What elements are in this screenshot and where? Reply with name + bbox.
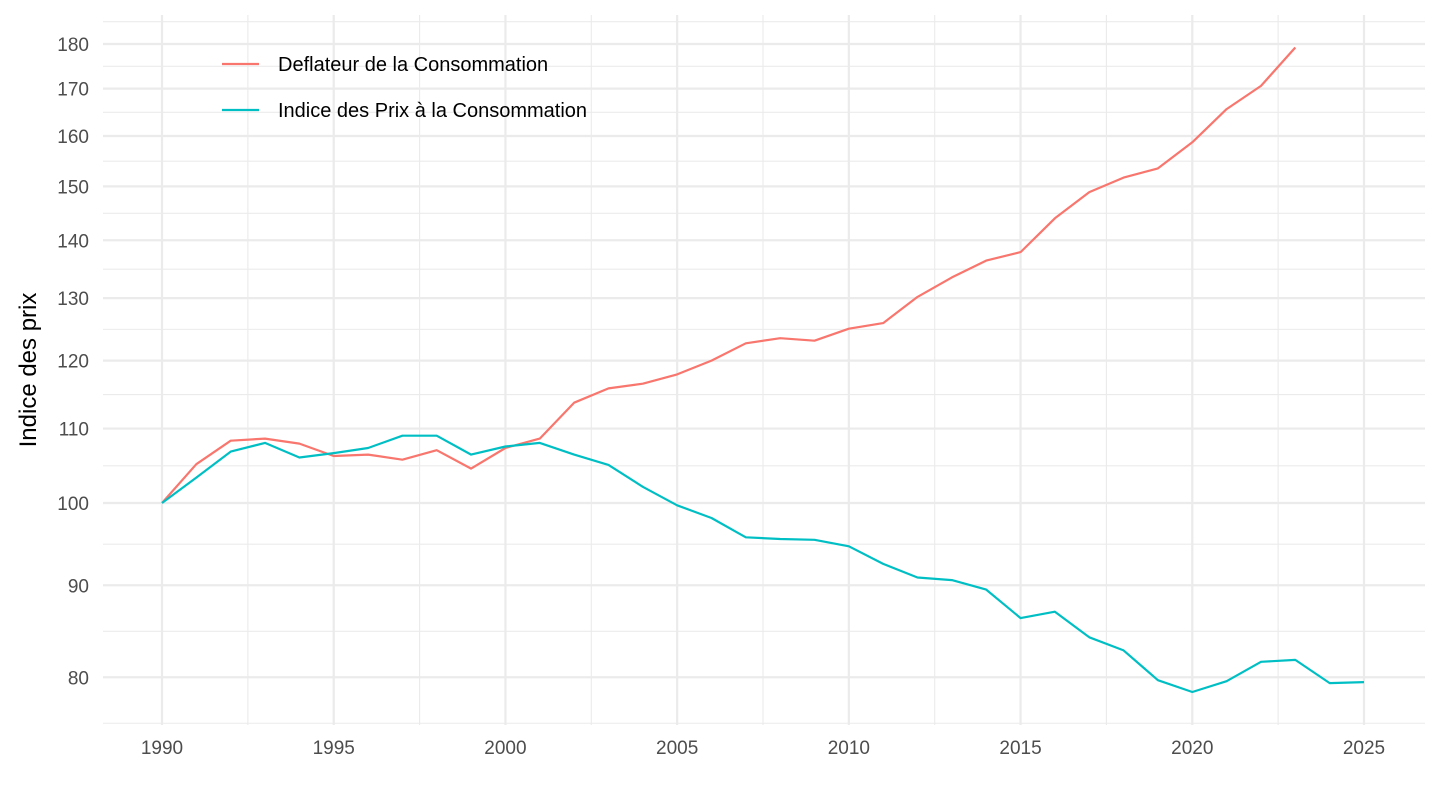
y-tick-label: 100 [57,494,89,515]
y-axis-title: Indice des prix [15,293,42,448]
y-axis-tick-labels: 80 90 100 110 120 130 140 150 160 170 180 [57,35,89,689]
y-tick-label: 80 [68,668,89,689]
series-lines [161,46,1365,694]
x-tick-label: 2005 [656,738,698,759]
minor-y-gridlines [103,21,1425,724]
y-tick-label: 120 [57,352,89,373]
y-tick-label: 160 [57,127,89,148]
x-tick-label: 2000 [484,738,526,759]
major-y-gridlines [103,42,1425,679]
legend: Deflateur de la Consommation Indice des … [222,54,587,122]
y-tick-label: 110 [59,420,89,441]
y-tick-label: 90 [68,576,89,597]
y-tick-label: 180 [57,35,89,56]
x-tick-label: 2010 [828,738,870,759]
x-tick-label: 1990 [141,738,183,759]
legend-item-ipc: Indice des Prix à la Consommation [222,100,587,122]
y-tick-label: 170 [57,80,89,101]
series-line-ipc [161,434,1365,694]
y-tick-label: 130 [57,289,89,310]
major-x-gridlines [160,15,1366,725]
x-tick-label: 2020 [1171,738,1213,759]
legend-label-deflateur: Deflateur de la Consommation [278,54,548,76]
y-tick-label: 140 [57,231,89,252]
x-tick-label: 2025 [1343,738,1385,759]
x-tick-label: 2015 [999,738,1041,759]
legend-item-deflateur: Deflateur de la Consommation [222,54,548,76]
legend-label-ipc: Indice des Prix à la Consommation [278,100,587,122]
x-tick-label: 1995 [313,738,355,759]
series-line-deflateur [161,46,1297,504]
minor-x-gridlines [247,15,1279,725]
y-tick-label: 150 [57,177,89,198]
x-axis-tick-labels: 1990 1995 2000 2005 2010 2015 2020 2025 [141,738,1385,759]
